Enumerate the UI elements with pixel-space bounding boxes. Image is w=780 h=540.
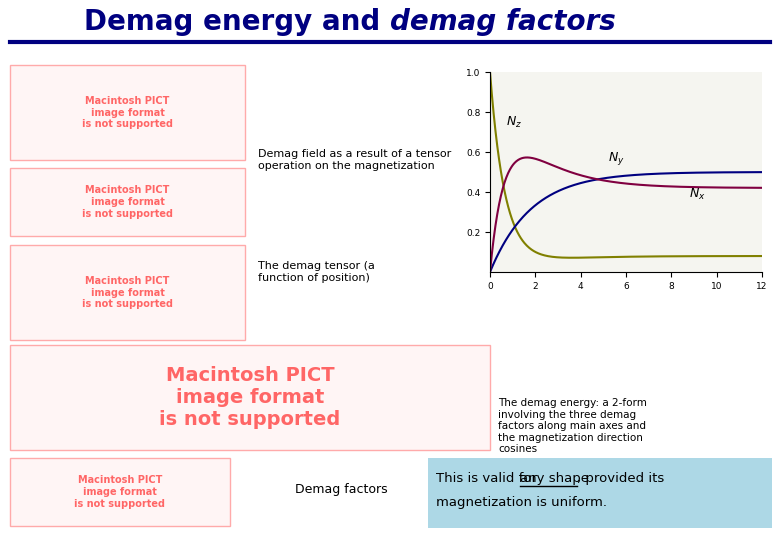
FancyBboxPatch shape bbox=[10, 458, 230, 526]
Text: $N_z$: $N_z$ bbox=[506, 115, 522, 130]
Text: demag factors: demag factors bbox=[390, 8, 615, 36]
FancyBboxPatch shape bbox=[428, 458, 772, 528]
Text: $N_y$: $N_y$ bbox=[608, 150, 625, 167]
Text: Macintosh PICT
image format
is not supported: Macintosh PICT image format is not suppo… bbox=[82, 96, 173, 129]
Text: Demag energy and: Demag energy and bbox=[84, 8, 390, 36]
Text: Macintosh PICT
image format
is not supported: Macintosh PICT image format is not suppo… bbox=[82, 276, 173, 309]
FancyBboxPatch shape bbox=[10, 168, 245, 236]
Text: $N_x$: $N_x$ bbox=[690, 187, 706, 202]
Text: Demag factors: Demag factors bbox=[295, 483, 388, 496]
Text: Macintosh PICT
image format
is not supported: Macintosh PICT image format is not suppo… bbox=[82, 185, 173, 219]
Text: The demag tensor (a
function of position): The demag tensor (a function of position… bbox=[258, 261, 375, 283]
FancyBboxPatch shape bbox=[10, 65, 245, 160]
FancyBboxPatch shape bbox=[10, 245, 245, 340]
Text: The demag energy: a 2-form
involving the three demag
factors along main axes and: The demag energy: a 2-form involving the… bbox=[498, 398, 647, 454]
Text: Demag field as a result of a tensor
operation on the magnetization: Demag field as a result of a tensor oper… bbox=[258, 149, 452, 171]
Text: magnetization is uniform.: magnetization is uniform. bbox=[436, 496, 607, 509]
Text: , provided its: , provided its bbox=[577, 472, 665, 485]
Text: This is valid for: This is valid for bbox=[436, 472, 541, 485]
Text: Macintosh PICT
image format
is not supported: Macintosh PICT image format is not suppo… bbox=[75, 475, 165, 509]
Text: any shape: any shape bbox=[520, 472, 589, 485]
FancyBboxPatch shape bbox=[10, 345, 490, 450]
Text: Macintosh PICT
image format
is not supported: Macintosh PICT image format is not suppo… bbox=[159, 366, 341, 429]
